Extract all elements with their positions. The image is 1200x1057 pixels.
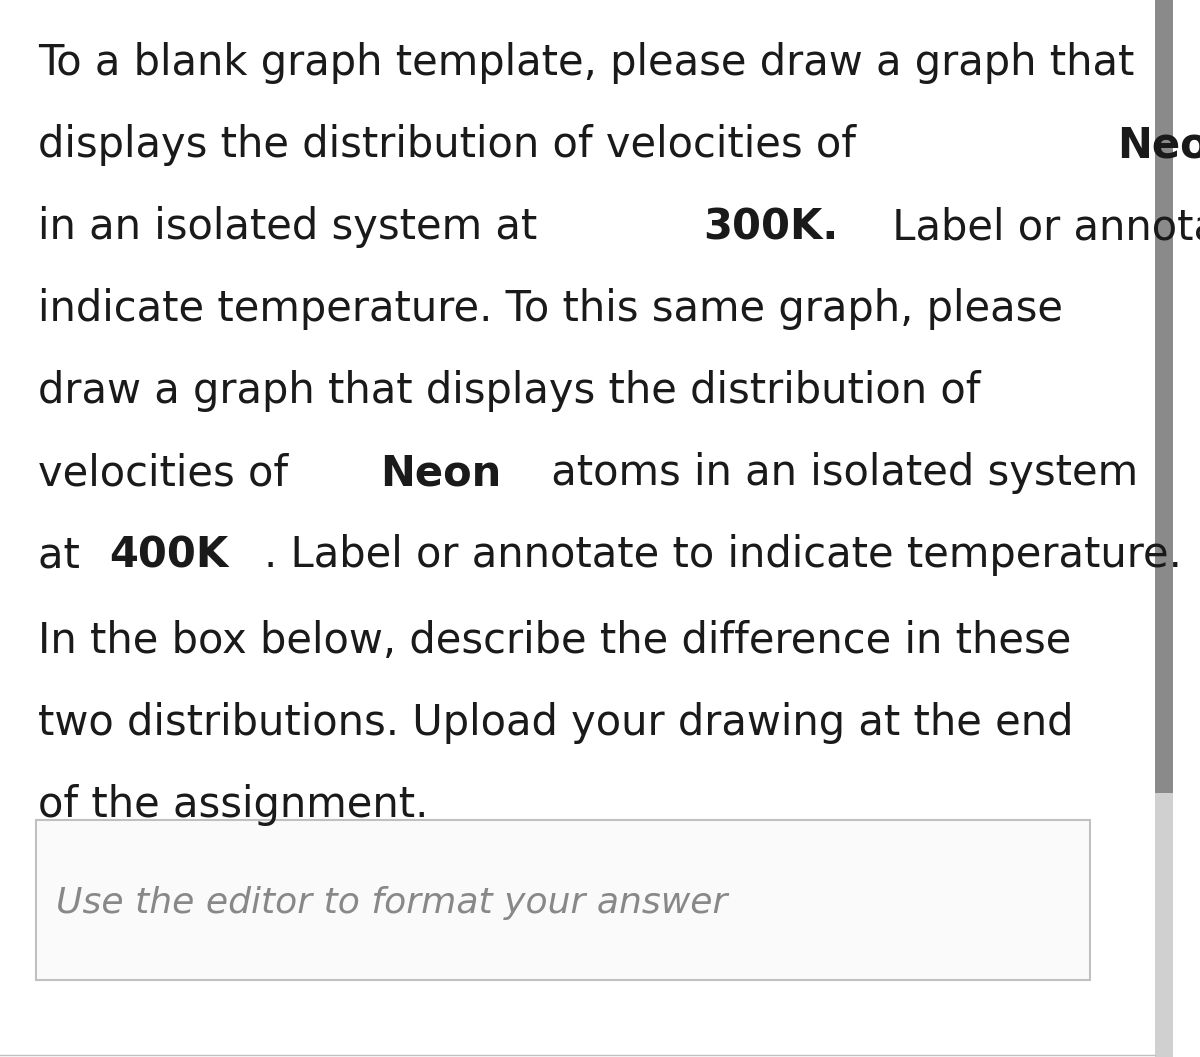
Bar bbox=[1154, 0, 1174, 1057]
Bar bbox=[36, 820, 1090, 980]
Text: Neon: Neon bbox=[1117, 124, 1200, 166]
Text: In the box below, describe the difference in these: In the box below, describe the differenc… bbox=[38, 620, 1072, 662]
Text: Use the editor to format your answer: Use the editor to format your answer bbox=[56, 886, 727, 921]
Text: Neon: Neon bbox=[380, 452, 502, 494]
Text: of the assignment.: of the assignment. bbox=[38, 784, 428, 826]
Text: draw a graph that displays the distribution of: draw a graph that displays the distribut… bbox=[38, 370, 980, 412]
Text: . Label or annotate to indicate temperature.: . Label or annotate to indicate temperat… bbox=[264, 534, 1182, 576]
Text: To a blank graph template, please draw a graph that: To a blank graph template, please draw a… bbox=[38, 42, 1134, 84]
Text: 400K: 400K bbox=[109, 534, 229, 576]
Bar bbox=[1154, 0, 1174, 793]
Text: in an isolated system at: in an isolated system at bbox=[38, 206, 551, 248]
Text: at: at bbox=[38, 534, 94, 576]
Text: velocities of: velocities of bbox=[38, 452, 301, 494]
Text: indicate temperature. To this same graph, please: indicate temperature. To this same graph… bbox=[38, 288, 1063, 330]
Text: 300K.: 300K. bbox=[703, 206, 839, 248]
Text: displays the distribution of velocities of: displays the distribution of velocities … bbox=[38, 124, 869, 166]
Text: two distributions. Upload your drawing at the end: two distributions. Upload your drawing a… bbox=[38, 702, 1074, 744]
Text: Label or annotate to: Label or annotate to bbox=[880, 206, 1200, 248]
Text: atoms in an isolated system: atoms in an isolated system bbox=[538, 452, 1138, 494]
